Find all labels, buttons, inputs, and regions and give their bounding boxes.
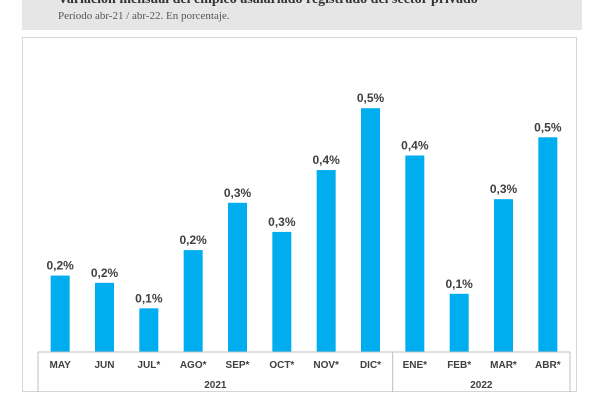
year-group-label: 2022 <box>470 380 493 391</box>
x-tick-label: OCT* <box>269 360 294 371</box>
data-label: 0,4% <box>312 153 340 167</box>
x-tick-label: JUN <box>94 360 114 371</box>
data-label: 0,4% <box>401 139 429 153</box>
data-label: 0,3% <box>268 215 296 229</box>
x-tick-label: AGO* <box>180 360 207 371</box>
bar <box>538 137 558 352</box>
x-tick-label: JUL* <box>137 360 160 371</box>
data-label: 0,5% <box>357 91 385 105</box>
x-tick-label: DIC* <box>360 360 381 371</box>
x-tick-label: ABR* <box>535 360 561 371</box>
data-label: 0,3% <box>224 186 252 200</box>
data-label: 0,1% <box>135 291 163 305</box>
x-tick-label: ENE* <box>403 360 428 371</box>
bar <box>95 282 114 352</box>
bar <box>50 275 70 352</box>
data-label: 0,2% <box>179 233 207 247</box>
bar <box>183 250 203 352</box>
bar <box>449 293 469 352</box>
chart-subtitle: Período abr-21 / abr-22. En porcentaje. <box>58 10 230 22</box>
bar <box>361 108 380 352</box>
chart-frame <box>22 37 577 392</box>
data-label: 0,5% <box>534 120 562 134</box>
chart-title: Variación mensual del empleo asalariado … <box>58 0 478 8</box>
x-tick-label: NOV* <box>313 360 339 371</box>
chart-header: Variación mensual del empleo asalariado … <box>22 0 582 30</box>
data-label: 0,3% <box>490 182 518 196</box>
bar <box>272 231 292 352</box>
bar <box>405 155 425 352</box>
bar <box>316 170 336 352</box>
data-label: 0,1% <box>445 277 473 291</box>
bar <box>139 308 159 352</box>
x-tick-label: MAR* <box>490 360 517 371</box>
bar <box>228 202 247 352</box>
bar <box>494 199 513 352</box>
x-tick-label: SEP* <box>226 360 250 371</box>
data-label: 0,2% <box>91 266 119 280</box>
x-tick-label: MAY <box>50 360 72 371</box>
year-group-label: 2021 <box>204 380 227 391</box>
data-label: 0,2% <box>46 259 74 273</box>
x-tick-label: FEB* <box>447 360 471 371</box>
